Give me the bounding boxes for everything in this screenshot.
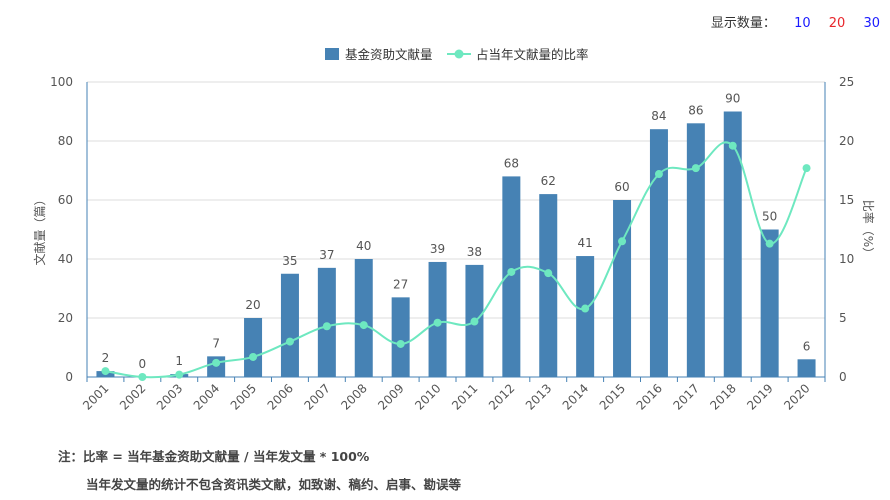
ratio-point [396, 339, 405, 348]
bar-value-label: 40 [356, 239, 371, 253]
bar [723, 111, 742, 377]
ratio-point [802, 164, 811, 173]
x-tick-label: 2011 [449, 381, 480, 412]
note-ratio-definition: 注：比率 = 当年基金资助文献量 / 当年发文量 * 100% [58, 449, 370, 464]
x-tick-label: 2001 [80, 381, 111, 412]
bar [539, 194, 558, 377]
ratio-point [765, 239, 774, 248]
bar [502, 176, 521, 377]
x-tick-label: 2010 [412, 381, 443, 412]
ratio-point [285, 337, 294, 346]
bar-value-label: 60 [614, 180, 629, 194]
legend-line-marker [454, 49, 464, 59]
y-tick-label: 0 [65, 370, 73, 384]
bar [244, 318, 263, 377]
bar-value-label: 84 [651, 109, 666, 123]
y2-tick-label: 10 [839, 252, 854, 266]
bar [391, 297, 410, 377]
y-axis-title: 文献量（篇） [32, 193, 47, 265]
legend-bar-label: 基金资助文献量 [345, 47, 433, 62]
x-tick-label: 2014 [560, 381, 591, 412]
bar [797, 359, 816, 377]
bar-value-label: 62 [541, 174, 556, 188]
y-tick-label: 100 [50, 75, 73, 89]
bar-value-label: 86 [688, 103, 703, 117]
bar-value-label: 39 [430, 242, 445, 256]
ratio-point [249, 352, 258, 361]
y2-axis-title: 比率（%） [861, 200, 876, 259]
x-tick-label: 2004 [191, 381, 222, 412]
x-tick-label: 2019 [744, 381, 775, 412]
y2-tick-label: 0 [839, 370, 847, 384]
x-tick-label: 2013 [523, 381, 554, 412]
ratio-point [470, 317, 479, 326]
x-tick-label: 2007 [301, 381, 332, 412]
y-tick-label: 40 [58, 252, 73, 266]
x-tick-label: 2018 [707, 381, 738, 412]
bar-value-label: 90 [725, 92, 740, 106]
bar [649, 129, 668, 377]
legend-line-label: 占当年文献量的比率 [476, 47, 589, 62]
y-tick-label: 60 [58, 193, 73, 207]
x-tick-label: 2005 [228, 381, 259, 412]
ratio-point [433, 318, 442, 327]
bar-value-label: 2 [102, 351, 110, 365]
ratio-point [101, 367, 110, 376]
ratio-point [359, 321, 368, 330]
bar [613, 200, 632, 377]
ratio-point [322, 322, 331, 331]
bar-value-label: 68 [504, 156, 519, 170]
display-count-option-20[interactable]: 20 [828, 16, 846, 31]
display-count-option-30[interactable]: 30 [863, 16, 880, 31]
bar-value-label: 37 [319, 248, 334, 262]
bar [576, 256, 595, 377]
ratio-point [691, 164, 700, 173]
y2-tick-label: 25 [839, 75, 854, 89]
ratio-point [728, 141, 737, 150]
ratio-point [654, 170, 663, 179]
ratio-point [581, 304, 590, 313]
ratio-point [618, 237, 627, 246]
y2-tick-label: 20 [839, 134, 854, 148]
bar-value-label: 27 [393, 277, 408, 291]
display-count-selector: 显示数量： 10 20 30 [711, 12, 880, 31]
bar [280, 273, 299, 377]
bar-value-label: 41 [578, 236, 593, 250]
x-tick-label: 2008 [338, 381, 369, 412]
x-tick-label: 2017 [670, 381, 701, 412]
bar-value-label: 35 [282, 254, 297, 268]
bar [686, 123, 705, 377]
x-tick-label: 2020 [781, 381, 812, 412]
bar-value-label: 50 [762, 210, 777, 224]
x-tick-label: 2002 [117, 381, 148, 412]
display-count-option-10[interactable]: 10 [794, 16, 811, 31]
bar-value-label: 0 [139, 357, 147, 371]
y-tick-label: 20 [58, 311, 73, 325]
y-tick-label: 80 [58, 134, 73, 148]
bar-value-label: 20 [245, 298, 260, 312]
x-tick-label: 2006 [265, 381, 296, 412]
x-tick-label: 2009 [375, 381, 406, 412]
ratio-point [175, 370, 184, 379]
bar-value-label: 6 [803, 339, 811, 353]
note-exclusions: 当年发文量的统计不包含资讯类文献，如致谢、稿约、启事、勘误等 [86, 477, 462, 492]
bar-value-label: 38 [467, 245, 482, 259]
display-count-label: 显示数量： [710, 16, 776, 31]
bar-value-label: 1 [175, 354, 183, 368]
x-tick-label: 2012 [486, 381, 517, 412]
ratio-point [507, 267, 516, 276]
x-tick-label: 2003 [154, 381, 185, 412]
y2-tick-label: 15 [839, 193, 854, 207]
ratio-point [544, 269, 553, 278]
ratio-point [212, 358, 221, 367]
y2-tick-label: 5 [839, 311, 847, 325]
bar [354, 259, 373, 377]
ratio-point [138, 373, 147, 381]
x-tick-label: 2016 [634, 381, 665, 412]
bar [760, 229, 779, 377]
x-tick-label: 2015 [597, 381, 628, 412]
bar-value-label: 7 [212, 336, 220, 350]
legend-bar-swatch [325, 48, 339, 60]
